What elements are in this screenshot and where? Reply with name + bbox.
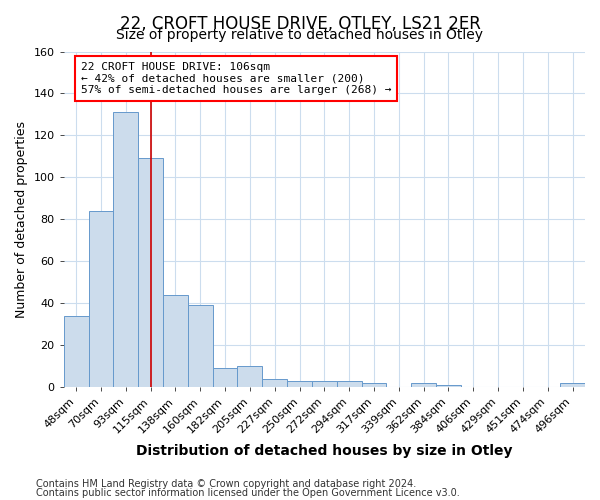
Bar bbox=[138, 158, 163, 387]
Text: 22 CROFT HOUSE DRIVE: 106sqm
← 42% of detached houses are smaller (200)
57% of s: 22 CROFT HOUSE DRIVE: 106sqm ← 42% of de… bbox=[80, 62, 391, 95]
Bar bbox=[163, 295, 188, 387]
Bar bbox=[362, 383, 386, 387]
Bar bbox=[287, 381, 312, 387]
Bar bbox=[89, 211, 113, 387]
Text: Contains HM Land Registry data © Crown copyright and database right 2024.: Contains HM Land Registry data © Crown c… bbox=[36, 479, 416, 489]
Text: Size of property relative to detached houses in Otley: Size of property relative to detached ho… bbox=[116, 28, 484, 42]
X-axis label: Distribution of detached houses by size in Otley: Distribution of detached houses by size … bbox=[136, 444, 512, 458]
Bar bbox=[337, 381, 362, 387]
Y-axis label: Number of detached properties: Number of detached properties bbox=[15, 121, 28, 318]
Text: 22, CROFT HOUSE DRIVE, OTLEY, LS21 2ER: 22, CROFT HOUSE DRIVE, OTLEY, LS21 2ER bbox=[119, 15, 481, 33]
Bar bbox=[113, 112, 138, 387]
Bar bbox=[560, 383, 585, 387]
Bar bbox=[238, 366, 262, 387]
Bar bbox=[312, 381, 337, 387]
Bar bbox=[436, 385, 461, 387]
Bar bbox=[188, 306, 212, 387]
Bar bbox=[262, 379, 287, 387]
Bar bbox=[411, 383, 436, 387]
Bar bbox=[64, 316, 89, 387]
Text: Contains public sector information licensed under the Open Government Licence v3: Contains public sector information licen… bbox=[36, 488, 460, 498]
Bar bbox=[212, 368, 238, 387]
